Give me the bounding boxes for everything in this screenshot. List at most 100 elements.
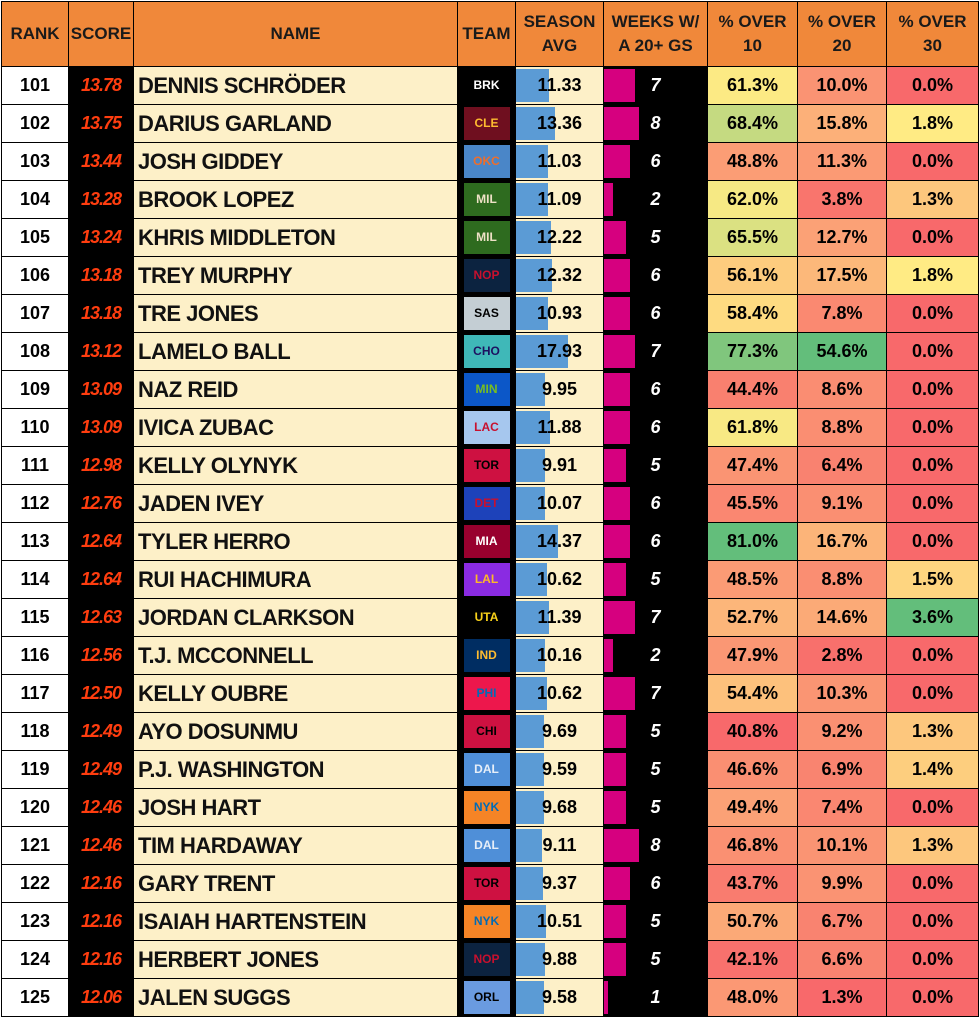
weeks: 5 — [650, 227, 661, 247]
weeks-td: 6 — [603, 294, 708, 333]
team-cell: MIA — [457, 522, 516, 561]
pct-cell: 10.3% — [797, 674, 887, 713]
team-cell: DAL — [457, 826, 516, 865]
rank: 122 — [19, 873, 51, 893]
team-cell: DAL — [457, 750, 516, 789]
season-avg: 10.07 — [536, 493, 583, 513]
avg-bar — [516, 335, 568, 368]
score: 12.56 — [80, 645, 122, 665]
player-row: 116 12.56 T.J. MCCONNELL IND 10.16 2 47.9% 2.8%… — [1, 636, 979, 675]
weeks-bar — [604, 297, 631, 330]
weeks-cell: 5 — [604, 751, 707, 788]
season-avg-cell: 12.22 — [515, 218, 604, 257]
player-name: JORDAN CLARKSON — [138, 604, 355, 630]
weeks-cell: 6 — [604, 257, 707, 294]
avg-cell: 9.58 — [516, 979, 603, 1016]
pct-value: 52.7% — [726, 607, 779, 627]
rank-cell: 109 — [1, 370, 69, 409]
player-name: HERBERT JONES — [138, 946, 319, 972]
weeks-cell: 2 — [604, 637, 707, 674]
name-cell: TYLER HERRO — [133, 522, 458, 561]
pct-cell: 0.0% — [886, 332, 979, 371]
pct-value: 10.0% — [816, 75, 868, 95]
score-cell: 13.18 — [68, 294, 134, 333]
name-cell: HERBERT JONES — [133, 940, 458, 979]
pct-value: 0.0% — [911, 531, 954, 551]
score: 12.16 — [80, 873, 122, 893]
pct-cell: 11.3% — [797, 142, 887, 181]
season-avg: 11.09 — [537, 189, 582, 209]
weeks: 6 — [650, 873, 661, 893]
avg-cell: 11.88 — [516, 409, 603, 446]
score: 12.63 — [80, 607, 122, 627]
weeks-cell: 6 — [604, 409, 707, 446]
weeks-td: 5 — [603, 446, 708, 485]
header-text: % OVER — [718, 12, 787, 31]
pct-cell: 48.8% — [707, 142, 798, 181]
season-avg-cell: 10.62 — [515, 560, 604, 599]
header-text: 10 — [743, 36, 762, 55]
pct-value: 6.7% — [821, 911, 863, 931]
pct-cell: 56.1% — [707, 256, 798, 295]
rank: 110 — [20, 417, 50, 437]
player-row: 125 12.06 JALEN SUGGS ORL 9.58 1 48.0% 1.3% 0.0% — [1, 978, 979, 1017]
season-avg-cell: 11.09 — [515, 180, 604, 219]
weeks: 2 — [650, 645, 661, 665]
weeks-cell: 6 — [604, 371, 707, 408]
pct-cell: 0.0% — [886, 484, 979, 523]
team-cell: NYK — [457, 788, 516, 827]
weeks: 6 — [650, 379, 661, 399]
player-row: 101 13.78 DENNIS SCHRÖDER BRK 11.33 7 61.3% 10.… — [1, 66, 979, 105]
rank-cell: 105 — [1, 218, 69, 257]
weeks-td: 6 — [603, 484, 708, 523]
score-cell: 12.49 — [68, 712, 134, 751]
pct-value: 1.3% — [911, 835, 954, 855]
season-avg: 9.88 — [541, 949, 578, 969]
avg-bar — [516, 829, 543, 862]
avg-cell: 14.37 — [516, 523, 603, 560]
pct-value: 7.4% — [821, 797, 863, 817]
score-cell: 12.63 — [68, 598, 134, 637]
rank-cell: 122 — [1, 864, 69, 903]
pct-value: 11.3% — [816, 151, 868, 171]
pct-cell: 3.6% — [886, 598, 979, 637]
weeks-cell: 6 — [604, 865, 707, 902]
pct-value: 0.0% — [911, 75, 954, 95]
column-header: % OVER 10 — [707, 1, 798, 67]
weeks-cell: 6 — [604, 485, 707, 522]
pct-value: 0.0% — [911, 493, 954, 513]
team-cell: CHO — [457, 332, 516, 371]
team-cell: LAC — [457, 408, 516, 447]
header-text: AVG — [541, 36, 578, 55]
pct-value: 48.8% — [726, 151, 779, 171]
pct-cell: 1.8% — [886, 104, 979, 143]
score: 12.64 — [80, 569, 122, 589]
weeks-cell: 1 — [604, 979, 707, 1016]
weeks-td: 6 — [603, 142, 708, 181]
team-cell: TOR — [457, 446, 516, 485]
season-avg-cell: 11.88 — [515, 408, 604, 447]
weeks-cell: 6 — [604, 295, 707, 332]
team-cell: CLE — [457, 104, 516, 143]
pct-cell: 10.0% — [797, 66, 887, 105]
pct-value: 9.1% — [821, 493, 863, 513]
pct-value: 0.0% — [911, 911, 954, 931]
season-avg: 13.36 — [536, 113, 583, 133]
pct-cell: 9.2% — [797, 712, 887, 751]
rank-cell: 114 — [1, 560, 69, 599]
rank: 103 — [19, 151, 51, 171]
name-cell: DARIUS GARLAND — [133, 104, 458, 143]
weeks-cell: 5 — [604, 561, 707, 598]
team-badge: MIN — [463, 373, 510, 406]
weeks-td: 2 — [603, 180, 708, 219]
season-avg: 9.95 — [541, 379, 578, 399]
pct-value: 0.0% — [911, 645, 954, 665]
pct-cell: 58.4% — [707, 294, 798, 333]
team-cell: IND — [457, 636, 516, 675]
rank: 106 — [19, 265, 51, 285]
player-name: JOSH HART — [138, 794, 261, 820]
weeks: 6 — [650, 151, 661, 171]
team-badge: CHI — [463, 715, 510, 748]
pct-value: 10.3% — [816, 683, 868, 703]
pct-cell: 0.0% — [886, 142, 979, 181]
